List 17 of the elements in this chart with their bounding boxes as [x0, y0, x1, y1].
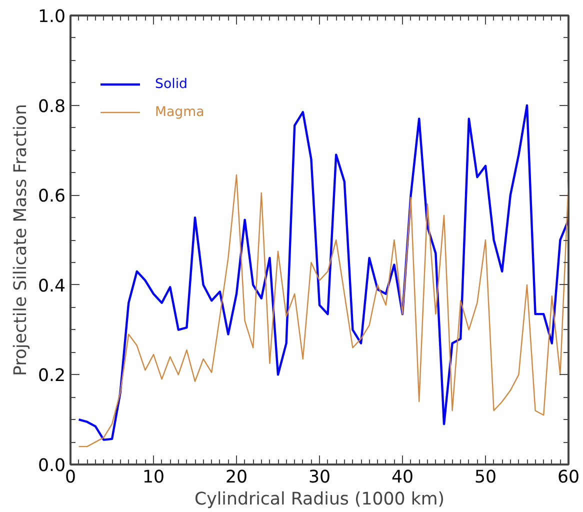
y-tick-label: 0.0 — [38, 456, 66, 476]
x-tick-label: 60 — [557, 468, 580, 488]
x-tick-label: 30 — [308, 468, 331, 488]
y-tick-label: 0.8 — [38, 96, 66, 117]
y-axis-title: Projectile Silicate Mass Fraction — [10, 104, 31, 376]
y-tick-label: 0.2 — [38, 366, 66, 386]
x-tick-label: 0 — [64, 468, 76, 488]
y-tick-label: 0.6 — [38, 186, 66, 207]
x-tick-label: 20 — [225, 468, 248, 488]
x-tick-label: 40 — [391, 468, 414, 488]
legend-label: Magma — [155, 104, 204, 120]
y-tick-label: 0.4 — [38, 276, 66, 296]
x-tick-label: 50 — [474, 468, 497, 488]
x-tick-label: 10 — [142, 468, 165, 488]
y-tick-label: 1.0 — [38, 7, 66, 27]
legend-label: Solid — [155, 76, 188, 92]
x-axis-title: Cylindrical Radius (1000 km) — [194, 490, 445, 510]
